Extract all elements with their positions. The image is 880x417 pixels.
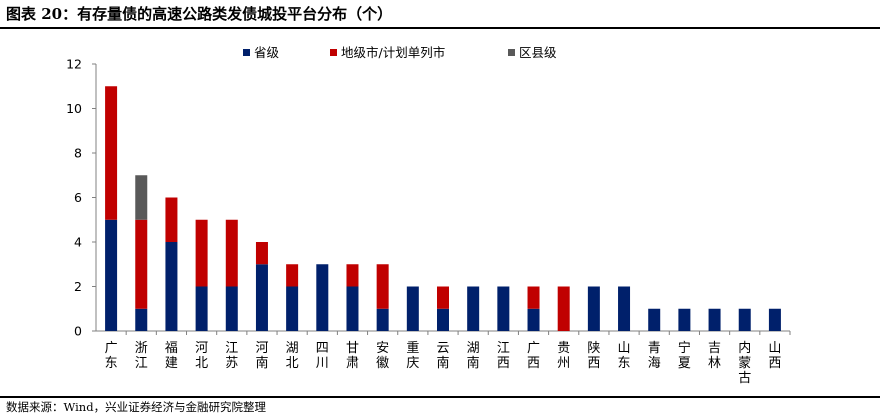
bar-segment-内蒙古-省级 <box>738 308 751 331</box>
bar-segment-安徽-地级市/计划单列市 <box>376 264 389 309</box>
bar-segment-河南-省级 <box>255 264 268 331</box>
bars <box>105 86 781 331</box>
x-tick-label: 广西 <box>527 341 540 371</box>
x-tick-label: 重庆 <box>406 340 419 371</box>
bar-segment-山东-省级 <box>618 286 631 331</box>
x-tick-label: 宁夏 <box>678 340 691 371</box>
y-tick-label: 0 <box>74 324 82 339</box>
bar-segment-山西-省级 <box>768 308 781 331</box>
chart-title: 图表 20：有存量债的高速公路类发债城投平台分布（个） <box>6 5 393 23</box>
bar-segment-福建-省级 <box>165 242 178 331</box>
x-tick-label: 内蒙古 <box>738 340 751 386</box>
bar-segment-陕西-省级 <box>587 286 600 331</box>
legend-item: 区县级 <box>508 45 557 60</box>
y-tick-label: 6 <box>74 190 82 205</box>
bar-segment-湖南-省级 <box>467 286 480 331</box>
legend-label: 地级市/计划单列市 <box>341 45 445 60</box>
x-tick-label: 福建 <box>165 341 178 371</box>
x-tick-label: 湖北 <box>286 341 299 371</box>
y-tick-label: 8 <box>74 146 82 161</box>
bar-segment-湖北-省级 <box>286 286 299 331</box>
y-tick-label: 4 <box>74 235 82 250</box>
legend-swatch <box>243 49 250 56</box>
x-tick-label: 陕西 <box>587 341 600 371</box>
y-tick-label: 10 <box>66 101 82 116</box>
x-tick-label: 浙江 <box>135 341 148 371</box>
bar-segment-甘肃-省级 <box>346 286 359 331</box>
bar-segment-福建-地级市/计划单列市 <box>165 197 178 242</box>
x-tick-label: 湖南 <box>467 341 480 371</box>
x-tick-label: 江西 <box>497 341 510 371</box>
legend-item: 地级市/计划单列市 <box>330 45 445 60</box>
bar-segment-浙江-区县级 <box>135 175 148 220</box>
legend-swatch <box>330 49 337 56</box>
bar-segment-云南-地级市/计划单列市 <box>437 286 449 309</box>
x-tick-label: 河北 <box>195 341 208 371</box>
x-axis-labels: 广东浙江福建河北江苏河南湖北四川甘肃安徽重庆云南湖南江西广西贵州陕西山东青海宁夏… <box>105 340 782 386</box>
x-tick-label: 广东 <box>105 341 118 371</box>
legend-label: 区县级 <box>519 45 557 60</box>
bar-segment-河南-地级市/计划单列市 <box>255 242 268 265</box>
bar-segment-湖北-地级市/计划单列市 <box>286 264 299 287</box>
x-tick-label: 贵州 <box>557 341 570 371</box>
x-tick-label: 河南 <box>255 341 268 371</box>
bar-segment-吉林-省级 <box>708 308 721 331</box>
x-tick-label: 江苏 <box>225 341 238 371</box>
bar-segment-贵州-地级市/计划单列市 <box>557 286 570 331</box>
x-tick-label: 山西 <box>768 341 781 371</box>
legend-item: 省级 <box>243 45 280 60</box>
x-tick-label: 山东 <box>618 341 631 371</box>
bar-segment-河北-省级 <box>195 286 208 331</box>
bar-segment-江苏-地级市/计划单列市 <box>225 219 238 287</box>
bar-segment-四川-省级 <box>316 264 329 331</box>
y-tick-label: 12 <box>66 57 82 72</box>
bar-segment-甘肃-地级市/计划单列市 <box>346 264 359 287</box>
stacked-bar-chart: 省级 地级市/计划单列市 区县级 0 2 4 6 8 10 12 广东浙江福建河北江苏河南湖北四… <box>66 45 791 386</box>
bar-segment-河北-地级市/计划单列市 <box>195 219 208 287</box>
bar-segment-江苏-省级 <box>225 286 238 331</box>
x-tick-label: 安徽 <box>376 341 389 371</box>
bar-segment-广东-地级市/计划单列市 <box>105 86 118 220</box>
bar-segment-宁夏-省级 <box>678 308 691 331</box>
x-tick-label: 云南 <box>436 341 449 371</box>
legend-label: 省级 <box>254 45 280 60</box>
title-rule <box>0 27 880 29</box>
x-tick-label: 四川 <box>316 341 329 371</box>
bar-segment-浙江-地级市/计划单列市 <box>135 219 148 309</box>
source-note: 数据来源：Wind，兴业证券经济与金融研究院整理 <box>6 400 267 414</box>
bar-segment-浙江-省级 <box>135 308 148 331</box>
bar-segment-青海-省级 <box>648 308 661 331</box>
source-rule <box>0 396 880 398</box>
bar-segment-云南-省级 <box>437 308 449 331</box>
bar-segment-重庆-省级 <box>406 286 419 331</box>
legend-swatch <box>508 49 515 56</box>
bar-segment-广东-省级 <box>105 219 118 331</box>
bar-segment-江西-省级 <box>497 286 510 331</box>
bar-segment-广西-省级 <box>527 308 540 331</box>
legend: 省级 地级市/计划单列市 区县级 <box>243 45 557 60</box>
x-tick-label: 青海 <box>648 341 661 371</box>
y-tick-label: 2 <box>74 279 82 294</box>
bar-segment-广西-地级市/计划单列市 <box>527 286 540 309</box>
x-tick-label: 吉林 <box>708 341 721 371</box>
x-tick-label: 甘肃 <box>346 341 359 371</box>
bar-segment-安徽-省级 <box>376 308 389 331</box>
